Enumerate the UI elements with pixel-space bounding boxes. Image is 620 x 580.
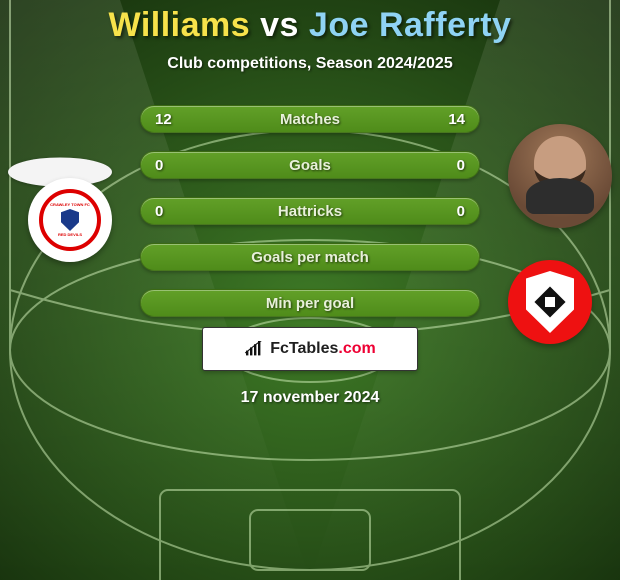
stat-row-hattricks: 0Hattricks0: [140, 197, 480, 225]
player1-club-badge: CRAWLEY TOWN FC RED DEVILS: [28, 178, 112, 262]
comparison-date: 17 november 2024: [0, 389, 620, 407]
vs-text: vs: [260, 6, 299, 44]
stat-left-value: 12: [155, 111, 172, 128]
stat-row-matches: 12Matches14: [140, 105, 480, 133]
brand-text: FcTables.com: [270, 340, 376, 358]
stat-right-value: 14: [448, 111, 465, 128]
stat-left-value: 0: [155, 203, 163, 220]
subtitle: Club competitions, Season 2024/2025: [0, 55, 620, 73]
player2-club-badge: [508, 260, 592, 344]
stat-left-value: 0: [155, 157, 163, 174]
stat-right-value: 0: [457, 157, 465, 174]
stat-row-goals: 0Goals0: [140, 151, 480, 179]
stat-label: Goals: [141, 157, 479, 174]
stat-label: Matches: [141, 111, 479, 128]
crawley-badge-icon: CRAWLEY TOWN FC RED DEVILS: [39, 189, 101, 251]
stat-label: Min per goal: [141, 295, 479, 312]
stat-label: Goals per match: [141, 249, 479, 266]
source-attribution: FcTables.com: [202, 327, 418, 371]
page-title: Williams vs Joe Rafferty: [0, 6, 620, 45]
stat-row-min-per-goal: Min per goal: [140, 289, 480, 317]
bar-chart-icon: [244, 341, 264, 357]
player2-name: Joe Rafferty: [309, 6, 512, 44]
player1-name: Williams: [109, 6, 251, 44]
player2-photo: [508, 124, 612, 228]
stat-right-value: 0: [457, 203, 465, 220]
stat-label: Hattricks: [141, 203, 479, 220]
stat-row-goals-per-match: Goals per match: [140, 243, 480, 271]
rotherham-badge-icon: [526, 271, 574, 333]
